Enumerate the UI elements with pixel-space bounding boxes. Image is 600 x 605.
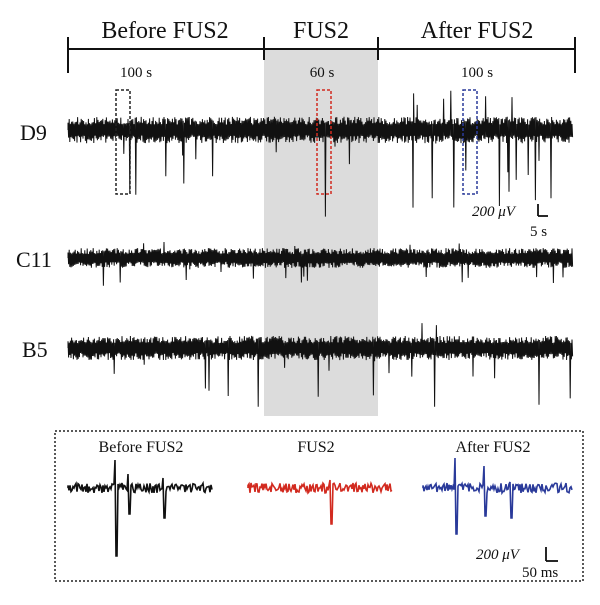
scale-bar-inset-time: 50 ms (522, 565, 558, 581)
scale-bar-main-time: 5 s (530, 224, 547, 240)
trace-d9 (67, 90, 574, 217)
trace-b5 (67, 323, 574, 407)
trace-path (67, 323, 574, 407)
inset-trace-before (67, 459, 213, 557)
phase-duration-before: 100 s (120, 65, 152, 81)
channel-label-c11: C11 (16, 247, 52, 272)
phase-label-before: Before FUS2 (101, 18, 228, 44)
inset-box (54, 430, 584, 582)
inset-trace-path (247, 479, 393, 525)
phase-label-after: After FUS2 (421, 18, 534, 44)
inset-trace-path (67, 459, 213, 557)
scale-bar-inset-amplitude: 200 μV (476, 547, 521, 563)
trace-c11 (67, 241, 574, 286)
channel-label-b5: B5 (22, 337, 48, 362)
inset-trace-after (422, 457, 573, 535)
inset-label-before: Before FUS2 (99, 439, 184, 456)
inset-trace-fus (247, 479, 393, 525)
spike-box-after (462, 89, 478, 195)
spike-box-before (115, 89, 131, 195)
phase-duration-after: 100 s (461, 65, 493, 81)
trace-path (67, 241, 574, 286)
inset-trace-path (422, 457, 573, 535)
channel-label-d9: D9 (20, 120, 47, 145)
trace-path (67, 90, 574, 217)
phase-bracket (67, 37, 576, 73)
scale-bar-main-amplitude: 200 μV (472, 204, 517, 220)
inset-label-fus: FUS2 (297, 439, 334, 456)
stimulation-shade (264, 48, 378, 416)
spike-box-fus (316, 89, 332, 195)
phase-duration-fus: 60 s (310, 65, 335, 81)
scale-bar-main (537, 204, 548, 217)
inset-label-after: After FUS2 (455, 439, 530, 456)
phase-label-fus: FUS2 (293, 18, 349, 44)
scale-bar-inset (545, 547, 558, 562)
